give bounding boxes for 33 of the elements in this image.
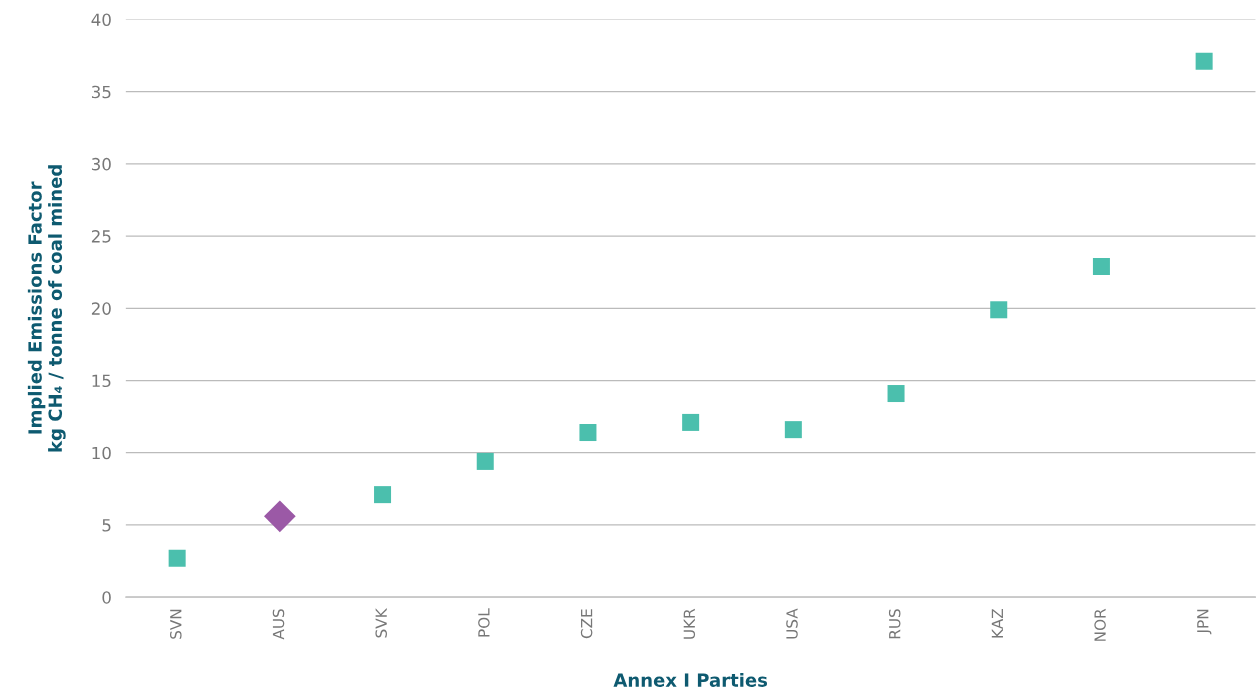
point <box>476 452 494 470</box>
y-tick-label: 10 <box>92 446 111 460</box>
point <box>887 385 905 403</box>
x-tick-label: KAZ <box>991 608 1003 638</box>
y-tick-label: 40 <box>91 13 111 27</box>
point <box>264 500 296 533</box>
x-tick-label: CZE <box>580 609 593 639</box>
point <box>374 486 392 504</box>
x-tick-label: SVK <box>375 607 387 638</box>
y-tick-label: 15 <box>92 374 111 388</box>
y-axis-title: Implied Emissions Factor kg CH₄ / tonne of coal mined <box>27 165 66 452</box>
y-tick-label: 30 <box>91 157 111 171</box>
y-tick-label: 35 <box>91 85 111 99</box>
x-axis-title: Annex I Parties <box>613 672 768 687</box>
point <box>682 413 700 431</box>
y-tick-label: 0 <box>102 591 111 604</box>
x-tick-label: RUS <box>888 609 901 639</box>
x-tick-label: UKR <box>683 608 696 639</box>
y-tick-label: 20 <box>91 302 111 315</box>
x-tick-label: SVN <box>170 609 182 639</box>
x-tick-label: JPN <box>1197 609 1212 635</box>
point <box>990 301 1008 319</box>
y-tick-label: 25 <box>91 230 111 243</box>
y-tick-label: 5 <box>102 519 111 532</box>
point <box>784 421 802 439</box>
x-tick-label: NOR <box>1094 608 1106 641</box>
x-tick-label: USA <box>786 608 798 639</box>
x-tick-label: POL <box>478 608 490 637</box>
point <box>1195 52 1213 70</box>
point <box>579 424 597 442</box>
x-tick-label: AUS <box>272 609 285 640</box>
point <box>1092 257 1110 275</box>
point <box>168 549 186 567</box>
